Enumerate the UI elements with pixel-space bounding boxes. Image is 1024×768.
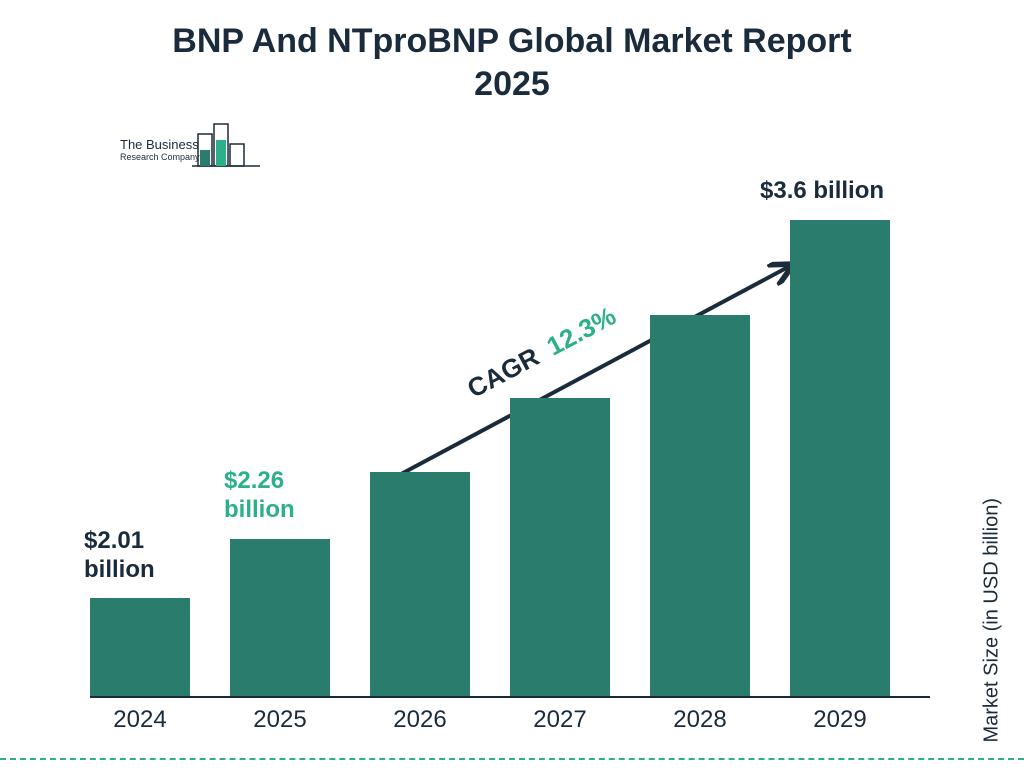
x-axis-label: 2028 <box>673 706 726 734</box>
x-axis-label: 2026 <box>393 706 446 734</box>
bottom-dashed-border <box>0 758 1024 760</box>
bar <box>230 539 330 696</box>
value-label: $2.26 billion <box>224 467 295 525</box>
value-label: $3.6 billion <box>760 177 884 206</box>
bar <box>510 398 610 696</box>
bar <box>650 315 750 696</box>
x-axis-label: 2024 <box>113 706 166 734</box>
bar <box>790 220 890 696</box>
value-label: $2.01 billion <box>84 527 155 585</box>
x-axis-label: 2025 <box>253 706 306 734</box>
bar-chart: CAGR 12.3% 2024$2.01 billion2025$2.26 bi… <box>90 138 930 698</box>
chart-title: BNP And NTproBNP Global Market Report 20… <box>0 20 1024 105</box>
y-axis-label: Market Size (in USD billion) <box>981 498 1004 743</box>
x-axis-label: 2029 <box>813 706 866 734</box>
x-axis-label: 2027 <box>533 706 586 734</box>
bar <box>370 472 470 696</box>
bar <box>90 598 190 696</box>
